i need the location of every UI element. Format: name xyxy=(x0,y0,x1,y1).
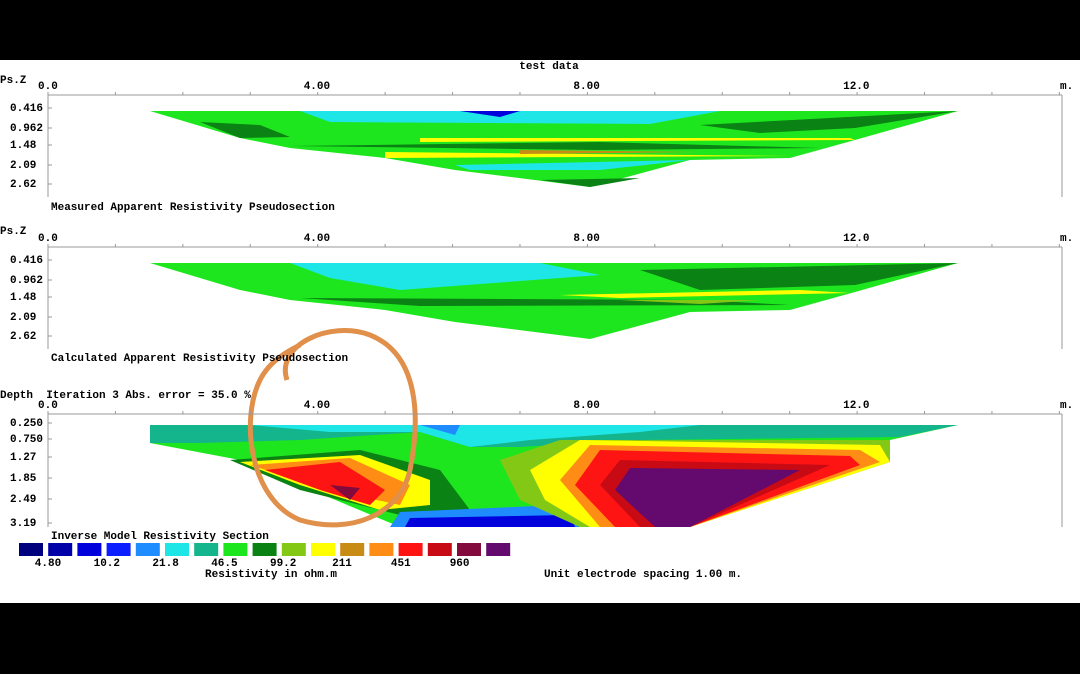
axis-label: Ps.Z xyxy=(0,226,27,238)
legend-label: 211 xyxy=(332,558,352,570)
legend-swatch xyxy=(457,543,481,556)
axis-label: Depth Iteration 3 Abs. error = 35.0 % xyxy=(0,390,251,402)
legend-swatch xyxy=(427,543,452,556)
depth-tick-label: 0.416 xyxy=(10,255,43,267)
x-tick-label: 0.0 xyxy=(38,233,58,245)
legend-swatch xyxy=(252,543,277,556)
annotation-circle xyxy=(247,328,418,528)
legend-swatch xyxy=(165,543,189,556)
legend-label: 4.80 xyxy=(35,558,61,570)
calculated-section xyxy=(150,263,958,339)
depth-tick-label: 1.85 xyxy=(10,473,37,485)
legend-swatch xyxy=(398,543,423,556)
depth-tick-label: 3.19 xyxy=(10,518,36,530)
x-tick-label: 12.0 xyxy=(843,400,869,412)
x-tick-label: 4.00 xyxy=(304,400,330,412)
legend-swatch xyxy=(77,543,102,556)
legend-label: 21.8 xyxy=(152,558,179,570)
depth-tick-label: 1.48 xyxy=(10,292,37,304)
depth-tick-label: 0.750 xyxy=(10,434,43,446)
depth-tick-label: 0.962 xyxy=(10,275,43,287)
caption: Measured Apparent Resistivity Pseudosect… xyxy=(51,202,335,214)
generated: Ps.Z 0.0 4.00 8.00 12.0 m. 0.416 0.962 1.48 2.09 2… xyxy=(0,75,1073,570)
depth-tick-label: 1.27 xyxy=(10,452,36,464)
measured-section xyxy=(150,111,958,187)
depth-tick-label: 0.416 xyxy=(10,103,43,115)
x-tick-label: 4.00 xyxy=(304,233,330,245)
depth-tick-label: 2.49 xyxy=(10,494,36,506)
footer-note: Unit electrode spacing 1.00 m. xyxy=(544,569,742,581)
legend-swatch xyxy=(311,543,335,556)
x-tick-label: 8.00 xyxy=(573,81,599,93)
depth-tick-label: 2.62 xyxy=(10,331,36,343)
x-tick-label: 0.0 xyxy=(38,81,58,93)
legend-swatch xyxy=(281,543,306,556)
legend-label: 10.2 xyxy=(94,558,120,570)
depth-tick-label: 2.09 xyxy=(10,160,36,172)
x-tick-label: 12.0 xyxy=(843,233,869,245)
legend-swatch xyxy=(486,543,511,556)
title: test data xyxy=(519,61,579,73)
legend-swatch xyxy=(340,543,365,556)
inverse-model-section xyxy=(150,425,958,527)
x-tick-label: 8.00 xyxy=(573,233,599,245)
x-tick-label: 12.0 xyxy=(843,81,869,93)
legend-unit: Resistivity in ohm.m xyxy=(205,569,337,581)
legend-swatch xyxy=(369,543,394,556)
x-tick-label: 0.0 xyxy=(38,400,58,412)
x-unit: m. xyxy=(1060,233,1073,245)
legend-label: 46.5 xyxy=(211,558,238,570)
legend-swatch xyxy=(19,543,43,556)
depth-tick-label: 2.62 xyxy=(10,179,36,191)
legend-swatch xyxy=(223,543,248,556)
legend-label: 960 xyxy=(450,558,470,570)
x-tick-label: 8.00 xyxy=(573,400,599,412)
depth-tick-label: 0.962 xyxy=(10,123,43,135)
depth-tick-label: 0.250 xyxy=(10,418,43,430)
legend-swatch xyxy=(194,543,219,556)
legend-label: 99.2 xyxy=(270,558,296,570)
legend-label: 451 xyxy=(391,558,411,570)
caption: Calculated Apparent Resistivity Pseudose… xyxy=(51,353,348,365)
depth-tick-label: 2.09 xyxy=(10,312,36,324)
x-unit: m. xyxy=(1060,81,1073,93)
legend-swatch xyxy=(48,543,73,556)
x-tick-label: 4.00 xyxy=(304,81,330,93)
legend-swatch xyxy=(135,543,160,556)
caption: Inverse Model Resistivity Section xyxy=(51,531,269,543)
depth-tick-label: 1.48 xyxy=(10,140,37,152)
axis-label: Ps.Z xyxy=(0,75,27,87)
x-unit: m. xyxy=(1060,400,1073,412)
legend-swatch xyxy=(106,543,131,556)
